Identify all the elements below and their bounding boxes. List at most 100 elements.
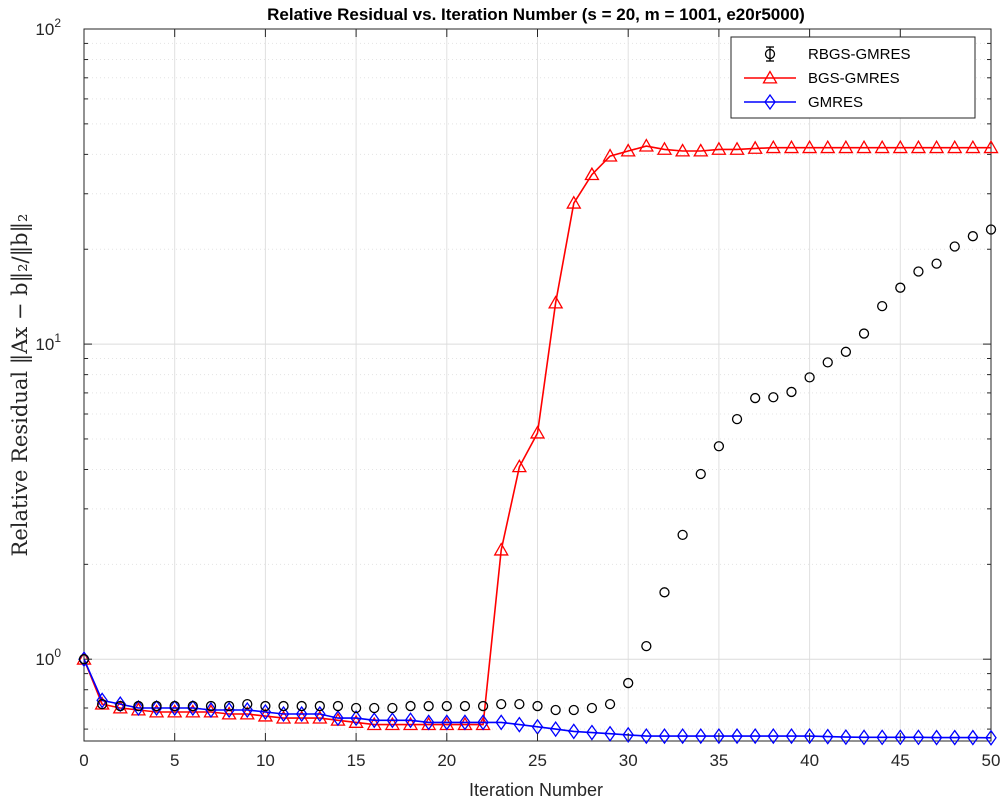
legend-marker xyxy=(764,48,776,60)
data-point xyxy=(622,726,634,744)
data-point xyxy=(423,700,434,712)
data-point xyxy=(187,699,199,717)
series-layer xyxy=(76,138,999,746)
y-tick-exponent: 2 xyxy=(54,16,61,30)
data-point xyxy=(985,729,997,746)
data-point xyxy=(295,705,308,723)
data-point xyxy=(713,441,725,452)
data-point xyxy=(928,139,945,154)
data-point xyxy=(765,139,781,154)
data-point xyxy=(369,702,380,714)
data-point xyxy=(187,700,198,712)
y-tick-exponent: 1 xyxy=(54,331,61,345)
series-gmres xyxy=(78,651,997,746)
data-point xyxy=(566,195,582,209)
data-point xyxy=(840,728,852,746)
data-point xyxy=(604,698,616,710)
data-point xyxy=(838,139,854,154)
data-point xyxy=(96,698,108,710)
data-point xyxy=(350,710,362,727)
x-tick-label: 30 xyxy=(619,751,638,770)
x-tick-label: 50 xyxy=(982,751,1001,770)
data-point xyxy=(694,727,707,745)
data-point xyxy=(386,712,399,729)
data-point xyxy=(876,729,888,746)
data-point xyxy=(602,148,618,162)
chart-title: Relative Residual vs. Iteration Number (… xyxy=(267,5,805,24)
data-point xyxy=(477,714,489,731)
data-point xyxy=(169,700,180,712)
data-point xyxy=(948,729,961,746)
data-point xyxy=(133,700,144,712)
data-point xyxy=(532,700,543,712)
y-tick-exponent: 0 xyxy=(54,646,61,660)
data-point xyxy=(638,138,654,152)
data-point xyxy=(856,139,872,154)
data-point xyxy=(296,700,307,712)
series-rbgs-gmres xyxy=(78,224,997,716)
y-tick-base: 10 xyxy=(35,20,54,39)
legend-entry: BGS-GMRES xyxy=(744,70,900,87)
data-point xyxy=(205,701,217,719)
x-axis-label: Iteration Number xyxy=(469,780,603,800)
data-point xyxy=(623,677,634,689)
data-point xyxy=(332,700,344,712)
data-point xyxy=(801,139,818,154)
y-tick-base: 10 xyxy=(35,335,54,354)
data-point xyxy=(822,357,833,368)
legend-entry: GMRES xyxy=(744,93,863,111)
data-point xyxy=(548,295,564,309)
data-point xyxy=(314,705,326,723)
data-point xyxy=(368,712,381,729)
data-point xyxy=(947,139,963,154)
data-point xyxy=(511,458,527,473)
data-point xyxy=(513,716,526,733)
data-point xyxy=(965,139,981,154)
data-point xyxy=(150,699,163,717)
data-point xyxy=(514,698,525,710)
data-point xyxy=(820,139,836,154)
data-point xyxy=(332,710,344,727)
data-point xyxy=(783,139,800,154)
data-point xyxy=(223,701,235,719)
data-point xyxy=(967,231,979,242)
data-point xyxy=(567,723,580,740)
data-point xyxy=(404,712,417,729)
x-tick-label: 40 xyxy=(800,751,819,770)
legend-label: GMRES xyxy=(808,94,863,111)
data-point xyxy=(729,141,745,155)
data-point xyxy=(549,720,562,738)
data-point xyxy=(785,727,798,745)
data-point xyxy=(604,725,616,742)
data-point xyxy=(803,727,816,745)
data-point xyxy=(676,727,689,745)
x-tick-label: 15 xyxy=(347,751,366,770)
data-point xyxy=(441,714,453,731)
data-point xyxy=(695,468,706,480)
y-tick-label: 102 xyxy=(35,16,61,39)
data-point xyxy=(387,702,398,714)
data-point xyxy=(550,704,561,716)
data-point xyxy=(277,705,290,723)
legend: RBGS-GMRES BGS-GMRES GMRES xyxy=(730,36,976,119)
x-tick-label: 45 xyxy=(891,751,910,770)
data-point xyxy=(892,139,908,154)
data-point xyxy=(659,587,670,598)
y-tick-base: 10 xyxy=(35,650,54,669)
x-tick-label: 10 xyxy=(256,751,275,770)
y-axis-label: Relative Residual ‖Ax − b‖₂/‖b‖₂ xyxy=(8,214,33,557)
data-point xyxy=(731,727,743,745)
data-point xyxy=(586,702,598,714)
data-point xyxy=(529,425,546,439)
x-tick-label: 35 xyxy=(709,751,728,770)
data-point xyxy=(658,727,671,745)
data-point xyxy=(767,727,780,745)
data-point xyxy=(858,328,870,339)
data-point xyxy=(586,724,598,741)
data-point xyxy=(493,542,509,556)
data-point xyxy=(620,143,636,157)
data-point xyxy=(459,700,471,712)
data-point xyxy=(441,700,452,712)
data-point xyxy=(223,700,235,712)
